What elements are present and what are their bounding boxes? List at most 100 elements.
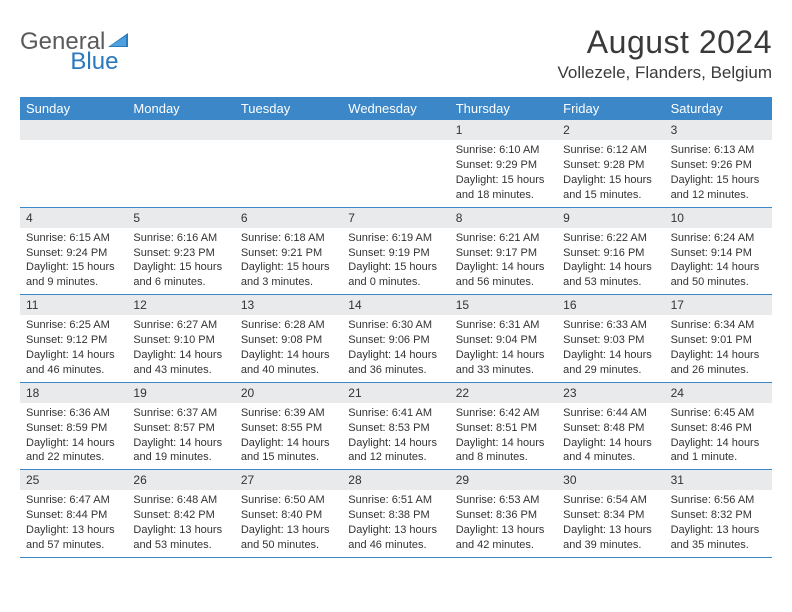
calendar-cell	[342, 120, 449, 207]
day-header: Tuesday	[235, 97, 342, 120]
logo: General Blue	[20, 24, 182, 56]
daylight1-text: Daylight: 13 hours	[26, 523, 121, 538]
sunrise-text: Sunrise: 6:31 AM	[456, 318, 551, 333]
daylight2-text: and 12 minutes.	[348, 450, 443, 465]
sunset-text: Sunset: 8:42 PM	[133, 508, 228, 523]
sunset-text: Sunset: 9:26 PM	[671, 158, 766, 173]
day-number: 7	[342, 208, 449, 228]
daylight2-text: and 26 minutes.	[671, 363, 766, 378]
day-number: 9	[557, 208, 664, 228]
daylight2-text: and 19 minutes.	[133, 450, 228, 465]
daylight2-text: and 0 minutes.	[348, 275, 443, 290]
sunset-text: Sunset: 9:17 PM	[456, 246, 551, 261]
daylight1-text: Daylight: 13 hours	[671, 523, 766, 538]
daylight2-text: and 46 minutes.	[26, 363, 121, 378]
calendar-cell: 11Sunrise: 6:25 AMSunset: 9:12 PMDayligh…	[20, 295, 127, 382]
calendar-cell: 25Sunrise: 6:47 AMSunset: 8:44 PMDayligh…	[20, 470, 127, 557]
cell-body: Sunrise: 6:54 AMSunset: 8:34 PMDaylight:…	[557, 490, 664, 556]
daylight1-text: Daylight: 15 hours	[563, 173, 658, 188]
daylight2-text: and 53 minutes.	[563, 275, 658, 290]
day-number: 17	[665, 295, 772, 315]
sunset-text: Sunset: 9:29 PM	[456, 158, 551, 173]
cell-body: Sunrise: 6:36 AMSunset: 8:59 PMDaylight:…	[20, 403, 127, 469]
sunset-text: Sunset: 8:48 PM	[563, 421, 658, 436]
calendar-cell: 3Sunrise: 6:13 AMSunset: 9:26 PMDaylight…	[665, 120, 772, 207]
day-number: 29	[450, 470, 557, 490]
sunset-text: Sunset: 9:04 PM	[456, 333, 551, 348]
daylight1-text: Daylight: 13 hours	[456, 523, 551, 538]
sunrise-text: Sunrise: 6:21 AM	[456, 231, 551, 246]
calendar-cell: 1Sunrise: 6:10 AMSunset: 9:29 PMDaylight…	[450, 120, 557, 207]
calendar-cell	[235, 120, 342, 207]
sunset-text: Sunset: 8:38 PM	[348, 508, 443, 523]
day-number	[127, 120, 234, 140]
sunset-text: Sunset: 9:01 PM	[671, 333, 766, 348]
cell-body: Sunrise: 6:39 AMSunset: 8:55 PMDaylight:…	[235, 403, 342, 469]
calendar-cell: 8Sunrise: 6:21 AMSunset: 9:17 PMDaylight…	[450, 208, 557, 295]
daylight2-text: and 3 minutes.	[241, 275, 336, 290]
calendar-cell: 18Sunrise: 6:36 AMSunset: 8:59 PMDayligh…	[20, 383, 127, 470]
daylight1-text: Daylight: 14 hours	[26, 348, 121, 363]
calendar-cell: 14Sunrise: 6:30 AMSunset: 9:06 PMDayligh…	[342, 295, 449, 382]
cell-body: Sunrise: 6:50 AMSunset: 8:40 PMDaylight:…	[235, 490, 342, 556]
day-number: 26	[127, 470, 234, 490]
week-row: 11Sunrise: 6:25 AMSunset: 9:12 PMDayligh…	[20, 295, 772, 383]
daylight1-text: Daylight: 13 hours	[133, 523, 228, 538]
calendar-cell: 17Sunrise: 6:34 AMSunset: 9:01 PMDayligh…	[665, 295, 772, 382]
sunset-text: Sunset: 8:55 PM	[241, 421, 336, 436]
cell-body: Sunrise: 6:19 AMSunset: 9:19 PMDaylight:…	[342, 228, 449, 294]
day-header: Saturday	[665, 97, 772, 120]
calendar-cell: 16Sunrise: 6:33 AMSunset: 9:03 PMDayligh…	[557, 295, 664, 382]
daylight2-text: and 46 minutes.	[348, 538, 443, 553]
sunset-text: Sunset: 8:40 PM	[241, 508, 336, 523]
daylight1-text: Daylight: 13 hours	[563, 523, 658, 538]
day-number: 13	[235, 295, 342, 315]
daylight1-text: Daylight: 14 hours	[456, 260, 551, 275]
daylight2-text: and 18 minutes.	[456, 188, 551, 203]
calendar-cell: 30Sunrise: 6:54 AMSunset: 8:34 PMDayligh…	[557, 470, 664, 557]
daylight1-text: Daylight: 14 hours	[241, 348, 336, 363]
daylight1-text: Daylight: 14 hours	[671, 348, 766, 363]
calendar-cell: 4Sunrise: 6:15 AMSunset: 9:24 PMDaylight…	[20, 208, 127, 295]
calendar-cell: 31Sunrise: 6:56 AMSunset: 8:32 PMDayligh…	[665, 470, 772, 557]
cell-body: Sunrise: 6:24 AMSunset: 9:14 PMDaylight:…	[665, 228, 772, 294]
day-number: 12	[127, 295, 234, 315]
cell-body	[20, 140, 127, 200]
sunset-text: Sunset: 9:24 PM	[26, 246, 121, 261]
cell-body: Sunrise: 6:34 AMSunset: 9:01 PMDaylight:…	[665, 315, 772, 381]
day-number: 14	[342, 295, 449, 315]
daylight1-text: Daylight: 14 hours	[563, 348, 658, 363]
sunset-text: Sunset: 9:19 PM	[348, 246, 443, 261]
sunrise-text: Sunrise: 6:19 AM	[348, 231, 443, 246]
daylight1-text: Daylight: 15 hours	[241, 260, 336, 275]
day-number: 27	[235, 470, 342, 490]
day-number: 6	[235, 208, 342, 228]
day-header: Monday	[127, 97, 234, 120]
daylight2-text: and 6 minutes.	[133, 275, 228, 290]
day-number: 11	[20, 295, 127, 315]
cell-body: Sunrise: 6:22 AMSunset: 9:16 PMDaylight:…	[557, 228, 664, 294]
sunset-text: Sunset: 9:12 PM	[26, 333, 121, 348]
calendar-cell: 22Sunrise: 6:42 AMSunset: 8:51 PMDayligh…	[450, 383, 557, 470]
daylight1-text: Daylight: 14 hours	[26, 436, 121, 451]
daylight1-text: Daylight: 14 hours	[133, 348, 228, 363]
day-number: 16	[557, 295, 664, 315]
calendar-cell: 20Sunrise: 6:39 AMSunset: 8:55 PMDayligh…	[235, 383, 342, 470]
sunset-text: Sunset: 9:16 PM	[563, 246, 658, 261]
daylight2-text: and 35 minutes.	[671, 538, 766, 553]
sunrise-text: Sunrise: 6:33 AM	[563, 318, 658, 333]
day-number: 28	[342, 470, 449, 490]
daylight1-text: Daylight: 14 hours	[671, 436, 766, 451]
sunrise-text: Sunrise: 6:53 AM	[456, 493, 551, 508]
day-number: 31	[665, 470, 772, 490]
sunset-text: Sunset: 9:14 PM	[671, 246, 766, 261]
daylight2-text: and 39 minutes.	[563, 538, 658, 553]
calendar-cell: 6Sunrise: 6:18 AMSunset: 9:21 PMDaylight…	[235, 208, 342, 295]
calendar-cell: 19Sunrise: 6:37 AMSunset: 8:57 PMDayligh…	[127, 383, 234, 470]
sunset-text: Sunset: 9:28 PM	[563, 158, 658, 173]
day-number: 20	[235, 383, 342, 403]
sunrise-text: Sunrise: 6:36 AM	[26, 406, 121, 421]
day-number: 2	[557, 120, 664, 140]
cell-body: Sunrise: 6:48 AMSunset: 8:42 PMDaylight:…	[127, 490, 234, 556]
daylight2-text: and 42 minutes.	[456, 538, 551, 553]
